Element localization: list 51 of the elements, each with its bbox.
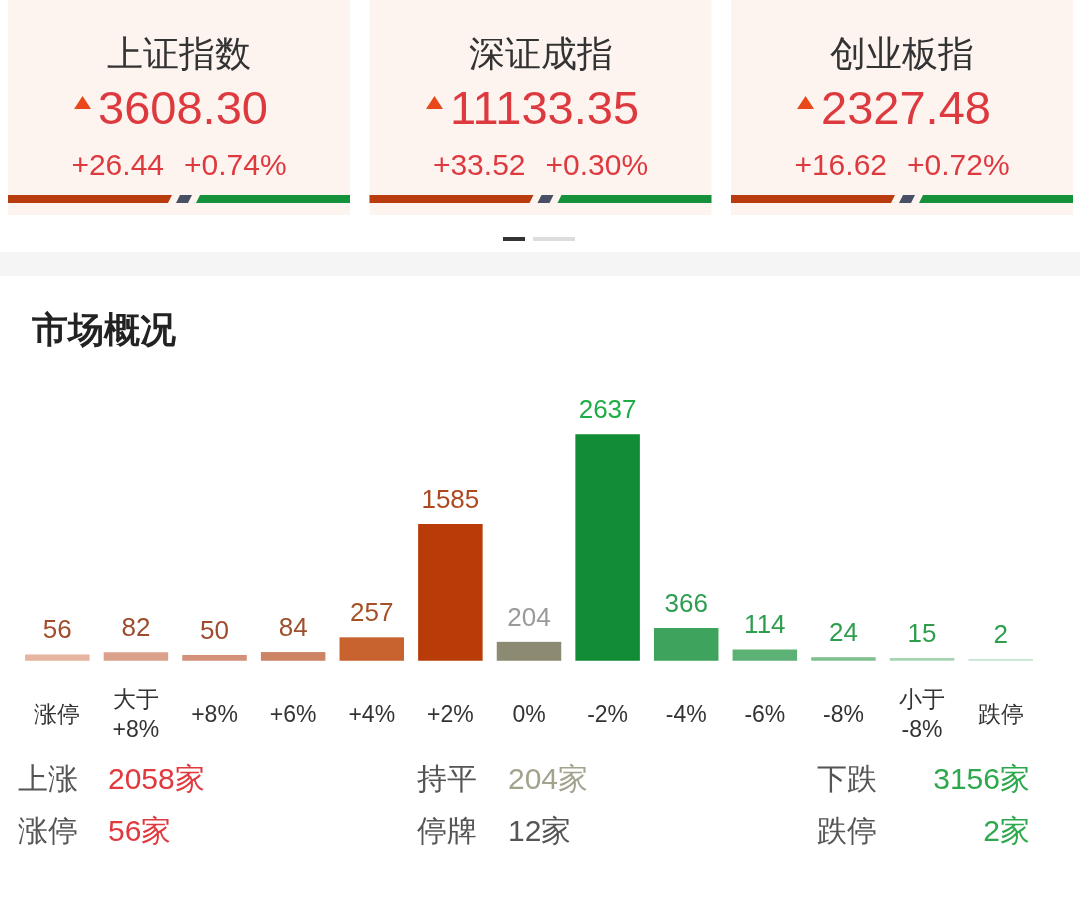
text: 停牌 — [417, 814, 477, 847]
x-tick-label: 0% — [512, 701, 546, 727]
data-label: 50 — [200, 614, 229, 645]
text: 上证指数 — [107, 33, 251, 74]
text: 11133.35 — [449, 81, 640, 134]
text: +26.44 — [71, 148, 164, 181]
data-label: 82 — [121, 612, 151, 642]
text: 跌停 — [817, 814, 877, 847]
text: 2327.48 — [821, 81, 991, 134]
x-tick-label: +6% — [269, 701, 317, 727]
x-tick-label: 涨停 — [34, 701, 81, 727]
text: +16.62 — [794, 148, 887, 181]
x-tick-label: 小于 -8% — [899, 686, 946, 742]
x-tick-label: +2% — [427, 701, 474, 727]
data-label: 24 — [829, 616, 858, 647]
x-tick-label: +8% — [191, 701, 238, 727]
x-tick-label: -2% — [587, 701, 629, 727]
data-label: 2 — [993, 618, 1008, 649]
text: +0.30% — [545, 148, 649, 181]
text: 深证成指 — [468, 33, 613, 74]
x-tick-label: -8% — [823, 701, 864, 727]
text: 2058家 — [108, 762, 205, 795]
x-tick-label: -4% — [665, 701, 707, 727]
text: +33.52 — [432, 148, 526, 181]
x-tick-label: 跌停 — [977, 701, 1024, 727]
text: 下跌 — [817, 762, 877, 795]
text: 上涨 — [18, 762, 78, 795]
x-tick-label: 大于 +8% — [112, 686, 160, 742]
data-label: 257 — [350, 597, 394, 628]
text: 2家 — [983, 814, 1030, 847]
data-label: 114 — [744, 609, 786, 640]
data-label: 366 — [664, 587, 708, 618]
text: 3608.30 — [98, 81, 268, 134]
x-tick-label: +4% — [348, 701, 396, 727]
text: +0.74% — [184, 148, 287, 181]
data-label: 84 — [278, 611, 308, 642]
data-label: 15 — [907, 617, 937, 648]
data-label: 2637 — [578, 394, 637, 424]
text: 3156家 — [933, 762, 1030, 795]
text: 创业板指 — [830, 33, 974, 74]
text: 12家 — [508, 814, 572, 847]
x-tick-label: -6% — [744, 701, 786, 727]
data-label: 204 — [507, 601, 551, 632]
text: 56家 — [108, 814, 172, 847]
text: 持平 — [417, 762, 477, 795]
data-label: 56 — [42, 614, 72, 645]
chart-title: 市场概况 — [32, 309, 176, 350]
data-label: 1585 — [421, 483, 480, 514]
text: 204家 — [508, 762, 589, 795]
text: +0.72% — [907, 148, 1010, 181]
text: 涨停 — [18, 814, 78, 847]
